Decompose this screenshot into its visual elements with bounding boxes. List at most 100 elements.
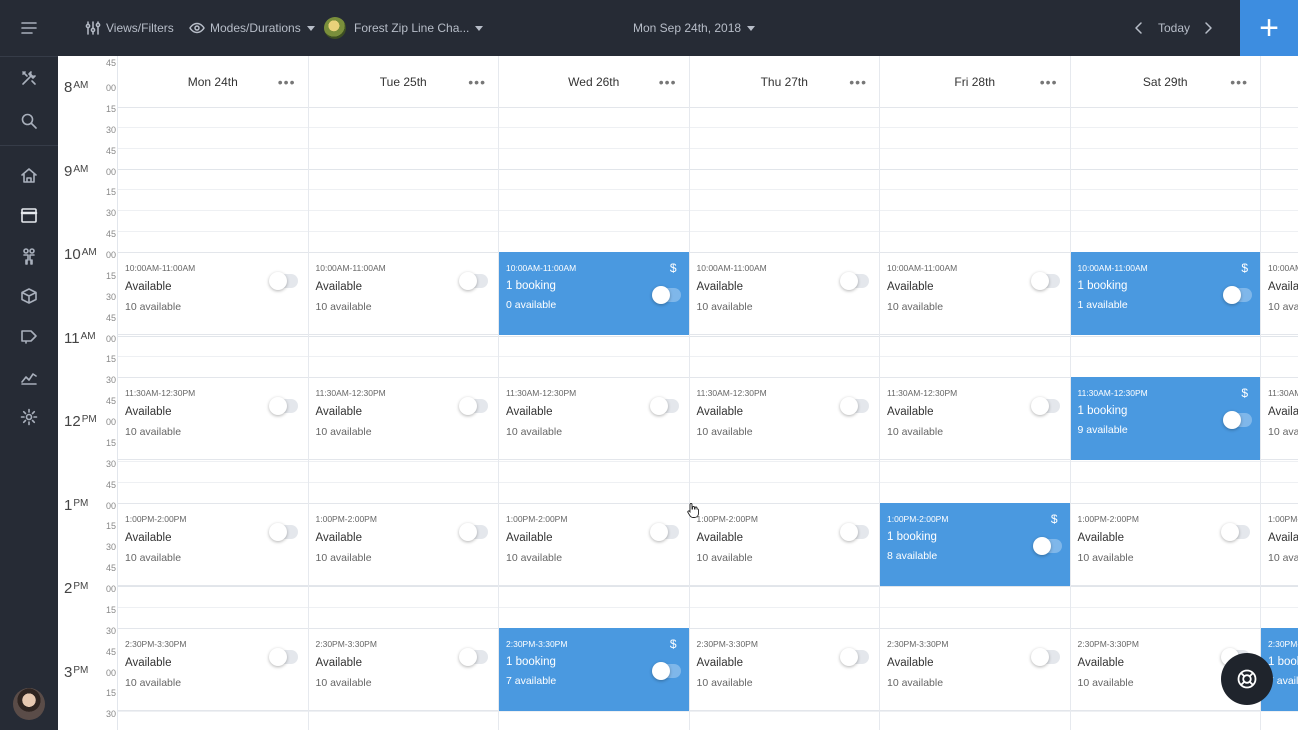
slot-toggle[interactable]: [268, 272, 298, 290]
time-slot[interactable]: 10:00AM-11:00AM 1 booking 1 available $: [1070, 252, 1260, 335]
slot-time: 10:00AM-11:00AM: [696, 263, 767, 273]
toggle-knob: [649, 522, 668, 541]
slot-status: Available: [1077, 656, 1124, 669]
day-header: Tue 25th •••: [308, 56, 498, 108]
home-icon[interactable]: [0, 155, 58, 195]
slot-status: Available: [1268, 406, 1298, 419]
more-icon[interactable]: •••: [1230, 74, 1248, 90]
slot-toggle[interactable]: [840, 397, 869, 416]
slot-toggle[interactable]: [840, 272, 869, 290]
analytics-icon[interactable]: [0, 357, 58, 397]
toggle-knob: [459, 647, 477, 666]
chevron-down-icon: [747, 25, 756, 31]
more-icon[interactable]: •••: [277, 74, 296, 90]
search-icon[interactable]: [0, 101, 58, 141]
hour-label: 9AM: [64, 162, 89, 180]
slot-toggle[interactable]: [1221, 522, 1250, 541]
slot-toggle[interactable]: [268, 647, 298, 666]
menu-icon[interactable]: [0, 8, 58, 48]
slot-toggle[interactable]: [1030, 272, 1060, 290]
views-filters-button[interactable]: Views/Filters: [85, 0, 174, 56]
product-selector[interactable]: Forest Zip Line Cha...: [324, 0, 484, 56]
slot-time: 1:00PM-2:00PM: [506, 513, 568, 524]
time-slot[interactable]: 2:30PM-3:30PM 1 booking 7 available $: [499, 627, 689, 711]
slot-status: Available: [315, 281, 362, 293]
slot-toggle[interactable]: [1030, 647, 1060, 666]
more-icon[interactable]: •••: [1039, 74, 1058, 90]
slot-status: Available: [1268, 281, 1298, 293]
today-label: Today: [1158, 21, 1191, 35]
slot-availability: 7 available: [1268, 674, 1298, 687]
slot-toggle[interactable]: [459, 522, 488, 541]
users-icon[interactable]: [0, 236, 58, 276]
toggle-knob: [651, 286, 670, 304]
calendar-icon[interactable]: [0, 195, 58, 235]
time-slot[interactable]: 1:00PM-2:00PM 1 booking 8 available $: [880, 502, 1070, 586]
toggle-knob: [268, 522, 287, 541]
more-icon[interactable]: •••: [658, 74, 677, 90]
settings-icon[interactable]: [0, 397, 58, 437]
today-button[interactable]: Today: [1158, 0, 1190, 56]
tools-icon[interactable]: [0, 58, 58, 98]
slot-toggle[interactable]: [268, 397, 298, 416]
slot-toggle[interactable]: [649, 522, 679, 541]
toggle-knob: [651, 661, 670, 680]
box-icon[interactable]: [0, 276, 58, 316]
slot-toggle[interactable]: [840, 647, 869, 666]
next-week-button[interactable]: [1203, 0, 1213, 56]
slot-availability: 10 available: [696, 301, 753, 313]
prev-week-button[interactable]: [1134, 0, 1144, 56]
slot-toggle[interactable]: [651, 286, 681, 304]
user-avatar[interactable]: [13, 688, 45, 720]
slot-availability: 0 available: [506, 299, 557, 311]
add-button[interactable]: +: [1240, 0, 1298, 58]
more-icon[interactable]: •••: [849, 74, 867, 90]
slot-toggle[interactable]: [1032, 536, 1062, 555]
help-button[interactable]: [1221, 653, 1273, 705]
grid-line: [118, 481, 1298, 483]
slot-toggle[interactable]: [1223, 286, 1252, 304]
more-icon[interactable]: •••: [468, 74, 486, 90]
hour-label: 12PM: [64, 413, 97, 430]
slot-toggle[interactable]: [1223, 411, 1252, 430]
slot-toggle[interactable]: [268, 522, 298, 541]
slot-toggle[interactable]: [459, 397, 488, 416]
time-slot[interactable]: 10:00AM-11:00AM 1 booking 0 available $: [499, 252, 689, 335]
slot-time: 1:00PM-2:00PM: [1077, 513, 1139, 524]
tag-icon[interactable]: [0, 316, 58, 356]
sidebar-divider: [0, 56, 58, 57]
slot-toggle[interactable]: [840, 522, 869, 541]
slot-toggle[interactable]: [1030, 397, 1060, 416]
slot-time: 2:30PM-3:30PM: [315, 638, 377, 649]
slot-time: 1:00PM-2:00PM: [125, 513, 187, 524]
slot-toggle[interactable]: [459, 272, 488, 290]
time-slot[interactable]: 11:30AM-12:30PM 1 booking 9 available $: [1070, 377, 1260, 461]
modes-durations-button[interactable]: Modes/Durations: [189, 0, 315, 56]
slot-toggle[interactable]: [651, 661, 681, 680]
slot-toggle[interactable]: [459, 647, 488, 666]
slot-toggle[interactable]: [649, 397, 679, 416]
minute-label: 30: [105, 375, 116, 386]
date-picker[interactable]: Mon Sep 24th, 2018: [633, 0, 756, 56]
